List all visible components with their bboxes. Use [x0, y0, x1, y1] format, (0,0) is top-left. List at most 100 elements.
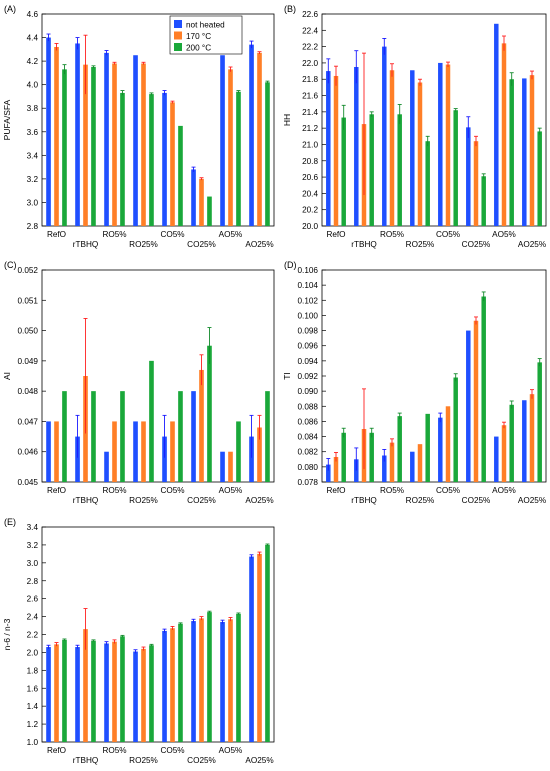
- x-tick-label: AO25%: [245, 756, 273, 765]
- x-tick-label: CO5%: [160, 486, 184, 495]
- y-tick-label: 20.2: [302, 206, 318, 215]
- bar: [54, 46, 59, 226]
- bar: [220, 621, 225, 742]
- bar: [522, 400, 527, 482]
- bar: [236, 421, 241, 482]
- bar: [537, 131, 542, 226]
- legend-label: not heated: [186, 21, 225, 30]
- bar: [91, 391, 96, 482]
- plot-frame: [41, 13, 275, 227]
- y-tick-label: 3.0: [27, 198, 39, 207]
- y-tick-label: 3.2: [27, 175, 39, 184]
- y-tick-label: 21.2: [302, 124, 318, 133]
- bar: [494, 23, 499, 227]
- bar: [257, 52, 262, 226]
- bar: [265, 391, 270, 482]
- x-tick-label: AO5%: [492, 230, 516, 239]
- y-tick-label: 21.6: [302, 92, 318, 101]
- panel-label: (E): [4, 517, 16, 527]
- y-tick-label: 0.084: [298, 433, 319, 442]
- x-tick-label: AO5%: [219, 486, 243, 495]
- x-tick-label: RefO: [47, 486, 66, 495]
- y-axis-label: HH: [282, 114, 292, 126]
- y-tick-label: 20.6: [302, 173, 318, 182]
- y-tick-label: 0.045: [18, 478, 39, 487]
- y-tick-label: 20.4: [302, 189, 318, 198]
- y-tick-label: 3.6: [27, 128, 39, 137]
- bar: [522, 78, 527, 227]
- bar: [149, 645, 154, 742]
- bar: [191, 391, 196, 482]
- bar: [249, 556, 254, 742]
- bar: [170, 421, 175, 482]
- bar: [473, 320, 479, 482]
- bar: [62, 69, 67, 226]
- legend: not heated 170 °C 200 °C: [169, 15, 243, 55]
- bar: [257, 427, 262, 482]
- y-tick-label: 21.8: [302, 75, 318, 84]
- x-tick-label: CO25%: [187, 496, 216, 505]
- bar: [62, 639, 67, 742]
- bar: [369, 432, 374, 482]
- bar: [120, 391, 125, 482]
- bar: [83, 629, 88, 742]
- bar: [54, 421, 59, 482]
- legend-swatch: [174, 20, 182, 28]
- legend-swatch: [174, 43, 182, 51]
- bar: [199, 618, 204, 742]
- y-tick-label: 2.6: [27, 595, 39, 604]
- bar: [425, 413, 430, 482]
- bar: [481, 296, 486, 482]
- panel-label: (B): [284, 4, 296, 14]
- y-tick-label: 22.6: [302, 10, 318, 19]
- bar: [410, 451, 415, 482]
- bar: [501, 425, 507, 482]
- bar: [133, 55, 138, 226]
- y-tick-label: 0.078: [298, 478, 319, 487]
- y-tick-label: 0.080: [298, 463, 319, 472]
- bar: [453, 110, 458, 226]
- legend-label: 170 °C: [186, 32, 211, 41]
- x-tick-label: rTBHQ: [73, 240, 98, 249]
- bar: [249, 436, 254, 482]
- bar: [104, 52, 109, 226]
- y-tick-label: 3.0: [27, 559, 39, 568]
- x-tick-label: RO5%: [380, 230, 404, 239]
- bar: [228, 619, 233, 742]
- y-axis-label: n-6 / n-3: [2, 618, 12, 650]
- y-tick-label: 2.8: [27, 222, 39, 231]
- bar: [473, 141, 479, 226]
- x-tick-label: rTBHQ: [351, 496, 376, 505]
- y-tick-label: 0.046: [18, 448, 39, 457]
- x-tick-label: AO5%: [219, 746, 243, 755]
- chart-panel: (E) 1.0 1.2 1.4 1.6 1.8 2.0 2.2 2.4 2.6 2.8 3.0 3.2 3…: [2, 517, 275, 765]
- bar: [494, 436, 499, 482]
- bar: [333, 75, 339, 226]
- x-tick-label: CO25%: [187, 240, 216, 249]
- bar: [453, 377, 458, 482]
- y-tick-label: 4.0: [27, 81, 39, 90]
- bar: [481, 176, 486, 226]
- bar: [75, 43, 80, 226]
- x-tick-label: AO25%: [245, 240, 273, 249]
- bar: [501, 43, 507, 226]
- y-tick-label: 0.100: [298, 311, 319, 320]
- bar: [191, 621, 196, 742]
- x-tick-label: RO25%: [406, 240, 435, 249]
- y-tick-label: 22.0: [302, 59, 318, 68]
- plot-frame: [41, 269, 275, 483]
- bar: [162, 436, 167, 482]
- bar: [162, 92, 167, 227]
- y-tick-label: 3.8: [27, 104, 39, 113]
- x-tick-label: RO25%: [129, 756, 158, 765]
- y-tick-label: 2.0: [27, 648, 39, 657]
- bar: [341, 117, 346, 226]
- bar: [120, 636, 125, 742]
- x-tick-label: RO5%: [380, 486, 404, 495]
- bar: [417, 82, 423, 226]
- bar: [382, 455, 387, 482]
- y-tick-label: 2.2: [27, 631, 39, 640]
- y-tick-label: 22.2: [302, 43, 318, 52]
- bar: [104, 451, 109, 482]
- x-tick-label: AO5%: [219, 230, 243, 239]
